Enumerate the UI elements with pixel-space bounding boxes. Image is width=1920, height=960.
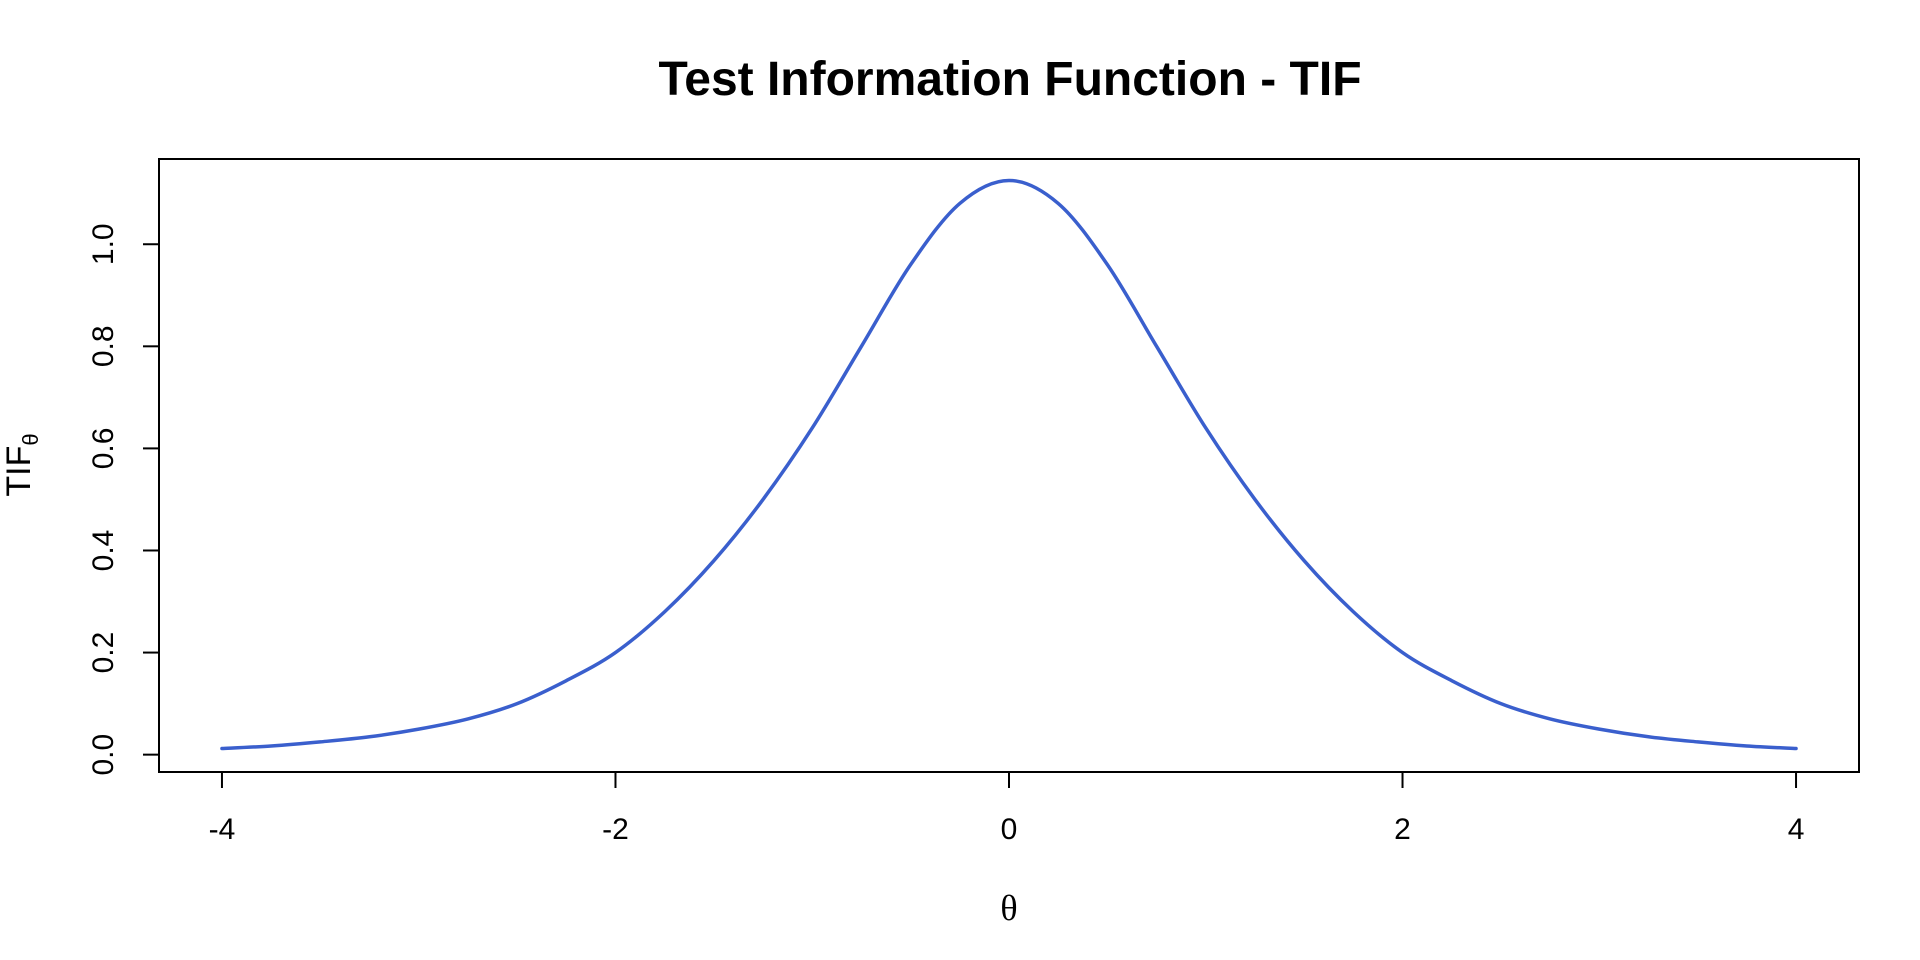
- y-tick-label: 0.2: [87, 632, 120, 674]
- chart-title: Test Information Function - TIF: [658, 53, 1361, 106]
- x-tick-label: 4: [1788, 813, 1805, 846]
- x-axis-label: θ: [1000, 888, 1017, 928]
- y-tick-label: 0.4: [87, 530, 120, 572]
- x-tick-label: -4: [209, 813, 236, 846]
- y-tick-label: 0.8: [87, 325, 120, 367]
- y-axis-label-subscript: θ: [18, 433, 43, 445]
- plot-frame: [158, 158, 1860, 773]
- y-axis: 0.0 0.2 0.4 0.6 0.8 1.0: [87, 223, 160, 776]
- x-tick-label: -2: [602, 813, 629, 846]
- y-tick-label: 0.6: [87, 428, 120, 470]
- x-tick-label: 0: [1001, 813, 1018, 846]
- y-tick-label: 1.0: [87, 223, 120, 265]
- y-tick-label: 0.0: [87, 734, 120, 776]
- y-axis-label: TIFθ: [0, 433, 43, 496]
- y-axis-label-main: TIF: [0, 446, 38, 497]
- x-tick-label: 2: [1394, 813, 1411, 846]
- tif-curve: [220, 178, 1798, 751]
- x-axis: -4 -2 0 2 4: [209, 771, 1805, 846]
